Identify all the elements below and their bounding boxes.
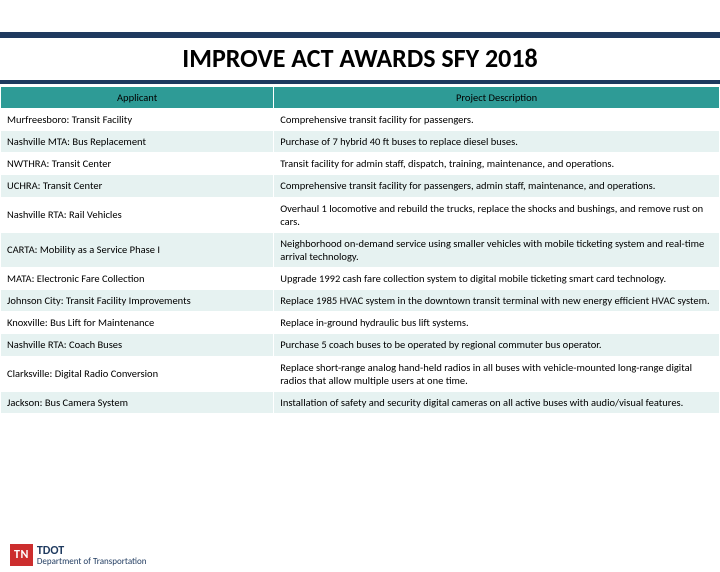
- cell-applicant: UCHRA: Transit Center: [1, 175, 274, 197]
- cell-applicant: MATA: Electronic Fare Collection: [1, 268, 274, 290]
- cell-description: Purchase of 7 hybrid 40 ft buses to repl…: [274, 131, 720, 153]
- table-row: Nashville RTA: Coach BusesPurchase 5 coa…: [1, 334, 720, 356]
- cell-applicant: Nashville MTA: Bus Replacement: [1, 131, 274, 153]
- table-row: CARTA: Mobility as a Service Phase INeig…: [1, 232, 720, 267]
- table-row: UCHRA: Transit CenterComprehensive trans…: [1, 175, 720, 197]
- tdot-logo: TDOT Department of Transportation: [37, 545, 147, 566]
- table-body: Murfreesboro: Transit FacilityComprehens…: [1, 109, 720, 414]
- awards-table: Applicant Project Description Murfreesbo…: [0, 86, 720, 414]
- table-row: MATA: Electronic Fare CollectionUpgrade …: [1, 268, 720, 290]
- tn-logo: TN: [10, 544, 33, 566]
- page-title: IMPROVE ACT AWARDS SFY 2018: [0, 38, 720, 84]
- cell-description: Comprehensive transit facility for passe…: [274, 109, 720, 131]
- table-row: Murfreesboro: Transit FacilityComprehens…: [1, 109, 720, 131]
- cell-applicant: CARTA: Mobility as a Service Phase I: [1, 232, 274, 267]
- tdot-text: TDOT: [37, 545, 147, 557]
- cell-applicant: Jackson: Bus Camera System: [1, 391, 274, 413]
- table-row: Knoxville: Bus Lift for MaintenanceRepla…: [1, 312, 720, 334]
- cell-description: Comprehensive transit facility for passe…: [274, 175, 720, 197]
- table-row: Nashville MTA: Bus ReplacementPurchase o…: [1, 131, 720, 153]
- cell-applicant: Nashville RTA: Coach Buses: [1, 334, 274, 356]
- table-row: Johnson City: Transit Facility Improveme…: [1, 290, 720, 312]
- cell-description: Neighborhood on-demand service using sma…: [274, 232, 720, 267]
- table-row: NWTHRA: Transit CenterTransit facility f…: [1, 153, 720, 175]
- tdot-dept: Department of Transportation: [37, 557, 147, 566]
- col-description: Project Description: [274, 87, 720, 109]
- cell-description: Purchase 5 coach buses to be operated by…: [274, 334, 720, 356]
- table-row: Nashville RTA: Rail VehiclesOverhaul 1 l…: [1, 197, 720, 232]
- cell-applicant: Murfreesboro: Transit Facility: [1, 109, 274, 131]
- table-row: Jackson: Bus Camera SystemInstallation o…: [1, 391, 720, 413]
- table-header-row: Applicant Project Description: [1, 87, 720, 109]
- cell-applicant: Clarksville: Digital Radio Conversion: [1, 356, 274, 391]
- cell-description: Replace 1985 HVAC system in the downtown…: [274, 290, 720, 312]
- col-applicant: Applicant: [1, 87, 274, 109]
- cell-applicant: Knoxville: Bus Lift for Maintenance: [1, 312, 274, 334]
- footer-logo: TN TDOT Department of Transportation: [10, 544, 147, 566]
- cell-description: Replace in-ground hydraulic bus lift sys…: [274, 312, 720, 334]
- table-row: Clarksville: Digital Radio ConversionRep…: [1, 356, 720, 391]
- cell-applicant: Nashville RTA: Rail Vehicles: [1, 197, 274, 232]
- cell-applicant: Johnson City: Transit Facility Improveme…: [1, 290, 274, 312]
- cell-description: Installation of safety and security digi…: [274, 391, 720, 413]
- cell-description: Upgrade 1992 cash fare collection system…: [274, 268, 720, 290]
- cell-description: Replace short-range analog hand-held rad…: [274, 356, 720, 391]
- cell-description: Overhaul 1 locomotive and rebuild the tr…: [274, 197, 720, 232]
- cell-applicant: NWTHRA: Transit Center: [1, 153, 274, 175]
- cell-description: Transit facility for admin staff, dispat…: [274, 153, 720, 175]
